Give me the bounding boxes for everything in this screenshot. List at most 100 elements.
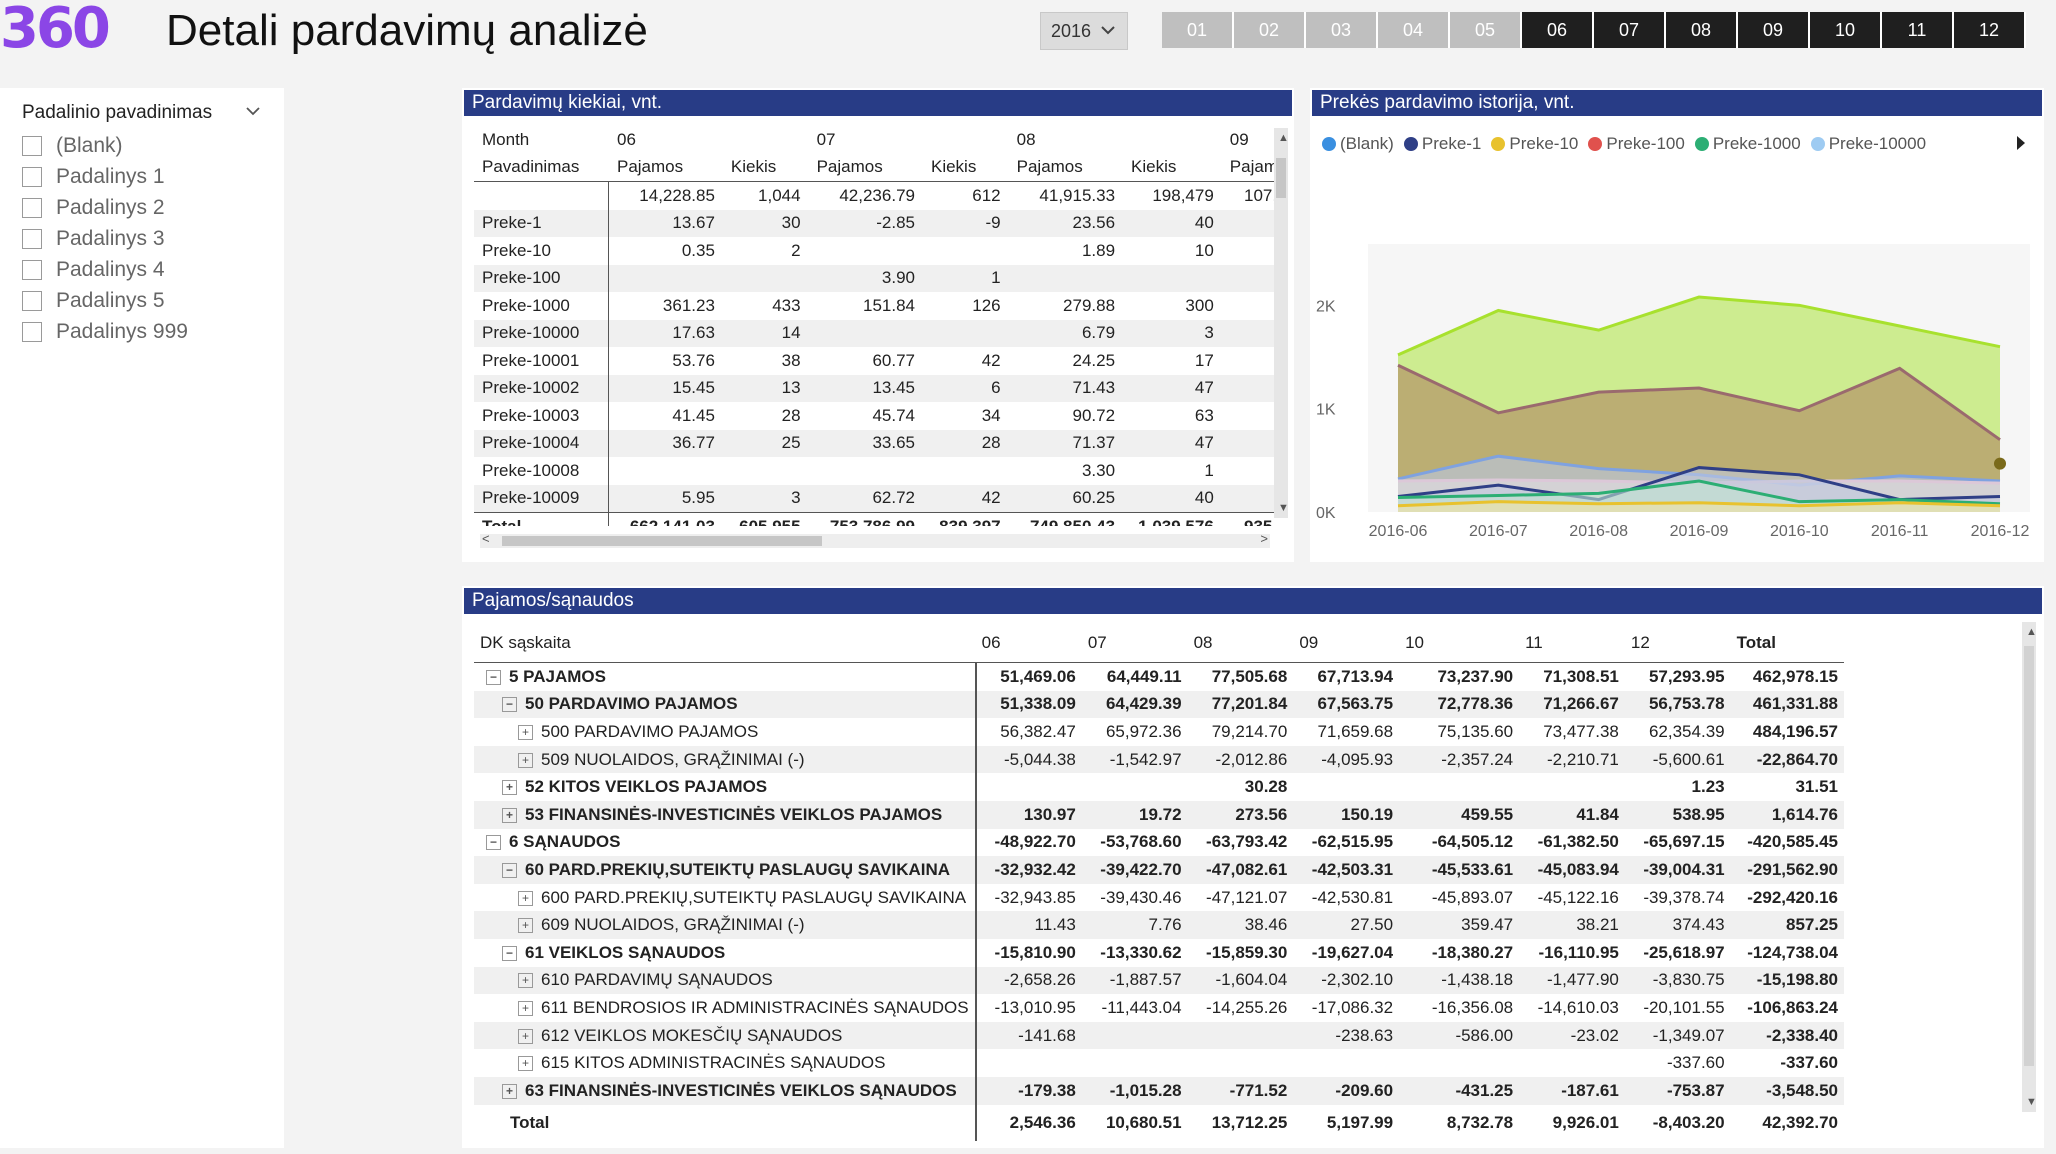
cell <box>608 264 723 292</box>
row-label: 5 PAJAMOS <box>509 666 606 686</box>
column-header[interactable]: 10 <box>1399 624 1520 663</box>
expand-icon[interactable]: + <box>502 780 517 796</box>
cell: 7.76 <box>1148 915 1182 935</box>
collapse-icon[interactable]: − <box>502 697 517 713</box>
expand-icon[interactable]: + <box>518 1028 533 1044</box>
cell: 433 <box>772 295 801 315</box>
cell: -2,302.10 <box>1321 970 1394 990</box>
row-label: 609 NUOLAIDOS, GRĄŽINIMAI (-) <box>541 915 805 935</box>
cell: 23.56 <box>1072 213 1116 233</box>
slicer-item[interactable]: Padalinys 3 <box>22 227 165 251</box>
matrix-horizontal-scrollbar[interactable]: < > <box>480 531 1270 548</box>
month-button-03[interactable]: 03 <box>1306 12 1378 48</box>
legend-item[interactable]: Preke-100 <box>1588 134 1685 154</box>
expand-icon[interactable]: + <box>518 973 533 989</box>
expand-icon[interactable]: + <box>518 752 533 768</box>
column-header[interactable]: 06 <box>975 624 1082 663</box>
cell: 17 <box>1194 350 1214 370</box>
cell: -124,738.04 <box>1747 942 1838 962</box>
year-dropdown[interactable]: 2016 <box>1040 12 1128 50</box>
cell: -5,600.61 <box>1652 749 1725 769</box>
month-button-11[interactable]: 11 <box>1882 12 1954 48</box>
column-header[interactable]: 07 <box>1081 624 1188 663</box>
checkbox-icon[interactable] <box>22 322 42 342</box>
cell: 41.84 <box>1576 804 1619 824</box>
column-header[interactable]: 12 <box>1624 624 1731 663</box>
expand-icon[interactable]: + <box>502 807 517 823</box>
slicer-item[interactable]: Padalinys 1 <box>22 165 165 189</box>
checkbox-icon[interactable] <box>22 229 42 249</box>
month-button-02[interactable]: 02 <box>1234 12 1306 48</box>
cell <box>976 1049 1082 1077</box>
cell: 14 <box>781 323 801 343</box>
legend-item[interactable]: Preke-1 <box>1403 134 1481 154</box>
expand-icon[interactable]: + <box>518 1056 533 1072</box>
cell: 14,228.85 <box>608 181 723 210</box>
slicer-item[interactable]: Padalinys 2 <box>22 196 165 220</box>
expand-icon[interactable]: + <box>518 918 533 934</box>
legend-item[interactable]: Preke-10 <box>1491 134 1578 154</box>
row-label: Preke-1 <box>482 213 542 233</box>
y-tick-label: 2K <box>1316 298 1336 315</box>
cell: -16,356.08 <box>1431 997 1514 1017</box>
legend-next-icon[interactable] <box>2014 134 2028 157</box>
cell: -47,082.61 <box>1206 859 1288 879</box>
cell: -63,793.42 <box>1206 832 1288 852</box>
expand-icon[interactable]: + <box>518 725 533 740</box>
month-button-10[interactable]: 10 <box>1810 12 1882 48</box>
slicer-item-label: Padalinys 1 <box>56 165 165 188</box>
slicer-item[interactable]: (Blank) <box>22 134 123 158</box>
slicer-header: Padalinio pavadinimas <box>22 102 213 123</box>
month-button-04[interactable]: 04 <box>1378 12 1450 48</box>
column-header[interactable]: Total <box>1730 624 1844 663</box>
slicer-item[interactable]: Padalinys 4 <box>22 258 165 282</box>
month-button-05[interactable]: 05 <box>1450 12 1522 48</box>
matrix-vertical-scrollbar[interactable]: ▲ ▼ <box>1274 128 1289 518</box>
cell: 462,978.15 <box>1752 666 1838 686</box>
slicer-item[interactable]: Padalinys 5 <box>22 289 165 313</box>
cell: 1 <box>1204 460 1214 480</box>
checkbox-icon[interactable] <box>22 198 42 218</box>
collapse-icon[interactable]: − <box>486 835 501 851</box>
collapse-icon[interactable]: − <box>486 669 501 685</box>
column-header[interactable]: 11 <box>1519 624 1625 663</box>
checkbox-icon[interactable] <box>22 291 42 311</box>
table-row: Preke-10003 41.45 28 45.74 34 90.72 63 4 <box>474 402 1274 430</box>
column-header[interactable]: 08 <box>1187 624 1294 663</box>
legend-item[interactable]: Preke-1000 <box>1694 134 1801 154</box>
fin-vertical-scrollbar[interactable]: ▲ ▼ <box>2022 622 2037 1112</box>
column-header[interactable]: 09 <box>1293 624 1400 663</box>
expand-icon[interactable]: + <box>518 1000 533 1016</box>
cell: -337.60 <box>1780 1053 1838 1073</box>
row-label: Preke-10004 <box>482 433 580 453</box>
month-button-08[interactable]: 08 <box>1666 12 1738 48</box>
month-button-12[interactable]: 12 <box>1954 12 2026 48</box>
checkbox-icon[interactable] <box>22 260 42 280</box>
cell: 28 <box>781 405 801 425</box>
cell: 5,197.99 <box>1326 1112 1394 1132</box>
cell: 90.72 <box>1072 405 1116 425</box>
expand-icon[interactable]: + <box>502 1083 517 1099</box>
cell: -1,477.90 <box>1547 970 1619 990</box>
table-row: Preke-1 13.67 30 -2.85 -9 23.56 40 <box>474 209 1274 237</box>
legend-item[interactable]: Preke-10000 <box>1810 134 1927 154</box>
collapse-icon[interactable]: − <box>502 945 517 961</box>
month-button-06[interactable]: 06 <box>1522 12 1594 48</box>
legend-label: Preke-10000 <box>1828 134 1927 153</box>
month-button-07[interactable]: 07 <box>1594 12 1666 48</box>
area-series-6[interactable] <box>1398 501 2000 512</box>
cell: 77,505.68 <box>1211 666 1288 686</box>
checkbox-icon[interactable] <box>22 167 42 187</box>
month-button-09[interactable]: 09 <box>1738 12 1810 48</box>
slicer-item[interactable]: Padalinys 999 <box>22 320 188 344</box>
chevron-down-icon[interactable] <box>244 102 262 125</box>
cell: 73,237.90 <box>1437 666 1514 686</box>
legend-item[interactable]: (Blank) <box>1322 134 1394 154</box>
cell: -2,210.71 <box>1547 749 1619 769</box>
checkbox-icon[interactable] <box>22 136 42 156</box>
collapse-icon[interactable]: − <box>502 862 517 878</box>
column-header[interactable]: DK sąskaita <box>474 624 976 663</box>
cell: Pajamos <box>1008 153 1124 182</box>
month-button-01[interactable]: 01 <box>1162 12 1234 48</box>
expand-icon[interactable]: + <box>518 890 533 906</box>
